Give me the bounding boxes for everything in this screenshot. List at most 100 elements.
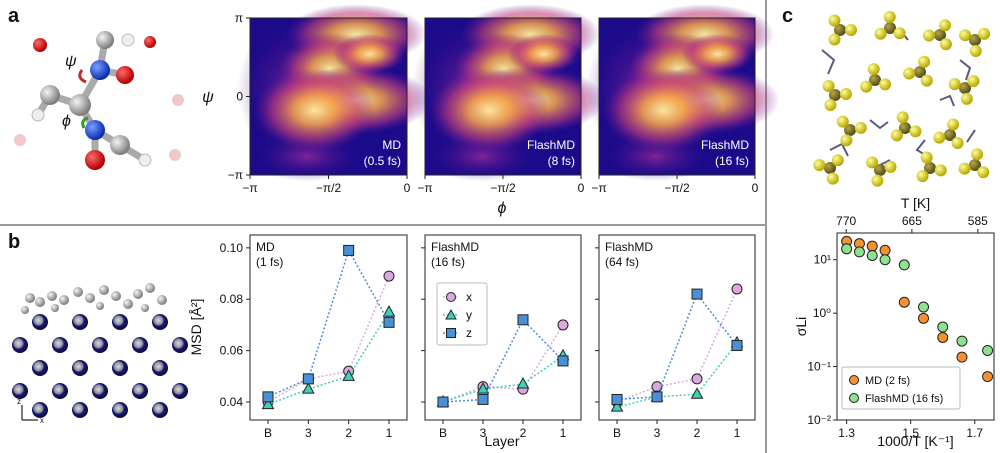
x-tick-label: 0	[752, 181, 759, 195]
y-tick-label: −π	[228, 168, 243, 182]
s-atom	[836, 115, 849, 128]
s-atom	[828, 14, 841, 27]
density-peak	[254, 68, 375, 153]
s-atom	[920, 151, 933, 164]
s-atom	[951, 136, 964, 149]
point-z	[557, 355, 569, 367]
series-line-y	[616, 342, 738, 408]
s-atom	[874, 27, 887, 40]
x-tick-label: −π	[242, 181, 257, 195]
x-tick-label: 3	[480, 426, 487, 440]
x-tick-label: 1.3	[838, 426, 855, 440]
point-z	[343, 244, 355, 256]
s-atom	[939, 19, 952, 32]
point-y	[690, 387, 704, 399]
heatmap-subplot-2: FlashMD (8 fs) −π −π/2 0	[411, 4, 606, 195]
point-z	[477, 393, 489, 405]
point-series-2	[841, 243, 853, 255]
y-tick-label: 0.06	[220, 344, 244, 358]
top-x-tick-label: 585	[968, 214, 988, 228]
s-atom	[920, 74, 933, 87]
x-tick-label: 1	[734, 426, 741, 440]
s-atom	[813, 159, 826, 172]
svg-text:z: z	[17, 397, 21, 406]
p-atom	[924, 162, 936, 174]
point-series-2	[956, 335, 968, 347]
point-y	[382, 305, 396, 317]
s-atom	[967, 75, 980, 88]
s-atom	[958, 162, 971, 175]
subplot-label-line1: FlashMD	[605, 240, 653, 254]
subplot-label-line1: MD	[256, 240, 275, 254]
legend-marker-1	[849, 375, 859, 385]
p-atom	[944, 129, 956, 141]
legend-box	[841, 366, 961, 410]
series-line-y	[267, 311, 390, 406]
x-tick-label: B	[264, 426, 272, 440]
x-tick-label: −π	[591, 181, 606, 195]
s-atom	[883, 11, 896, 24]
point-y	[516, 376, 530, 389]
point-series-2	[879, 254, 891, 266]
s-atom	[871, 174, 884, 187]
thiophosphate-unit	[916, 151, 947, 183]
y-tick-label: 0.10	[220, 241, 244, 255]
s-atom	[909, 125, 922, 138]
s-atom	[923, 29, 936, 42]
s-atom	[969, 44, 982, 57]
point-series-1	[866, 240, 878, 252]
point-z	[731, 339, 743, 351]
x-tick-label: 3	[654, 426, 661, 440]
point-z	[437, 396, 449, 408]
x-tick-label: 1	[386, 426, 393, 440]
thiophosphate-unit	[959, 27, 991, 57]
heatmap-subplot-1: MD (0.5 fs) −π −π/2 0 π 0 −π	[228, 4, 432, 195]
subplot-label-line1: MD	[382, 138, 401, 152]
subplot-label-line2: (64 fs)	[605, 255, 639, 269]
s-atom	[860, 80, 873, 93]
s-atom	[918, 55, 931, 68]
legend-marker-y	[445, 308, 457, 320]
thiophosphate-unit	[958, 148, 990, 179]
s-atom	[831, 154, 844, 167]
thiophosphate-unit	[923, 19, 952, 51]
point-x	[383, 270, 395, 282]
point-series-1	[956, 351, 968, 363]
y-tick-label: 0.08	[220, 292, 244, 306]
thiophosphate-unit	[890, 111, 922, 142]
point-series-1	[918, 312, 930, 324]
s-atom	[916, 170, 929, 183]
series-line-x	[616, 288, 738, 403]
p-atom	[874, 164, 886, 176]
s-atom	[890, 129, 903, 142]
x-axis-title: 1000/T [K⁻¹]	[877, 433, 953, 449]
molecule-illustration-alanine: ψ ϕ	[14, 31, 184, 170]
x-tick-label: B	[439, 426, 447, 440]
x-tick-label: 1.5	[902, 426, 919, 440]
legend: xyz	[436, 282, 488, 346]
s-atom	[867, 63, 880, 76]
p-atom	[899, 122, 911, 134]
s-atom	[960, 92, 973, 105]
panel-letter-c: c	[782, 5, 793, 27]
legend-marker-x	[446, 292, 456, 302]
thiophosphate-unit	[866, 156, 897, 187]
y-tick-label: 0.04	[220, 395, 244, 409]
y-axis-title: MSD [Å²]	[188, 299, 204, 356]
s-atom	[948, 78, 961, 91]
legend-label-y: y	[466, 308, 472, 322]
series-line-z	[442, 318, 564, 403]
x-tick-label: 0	[404, 181, 411, 195]
y-tick-label: 10⁻²	[807, 413, 831, 427]
s-atom	[977, 166, 990, 179]
x-tick-label: −π/2	[490, 181, 516, 195]
point-x	[691, 373, 703, 385]
x-axis-title: ϕ	[498, 200, 507, 217]
y-tick-label: π	[235, 11, 243, 25]
s-atom	[828, 33, 841, 46]
subplot-label-line2: (8 fs)	[548, 154, 575, 168]
p-atom	[959, 82, 971, 94]
thiophosphate-unit	[822, 80, 852, 112]
p-atom	[829, 89, 841, 101]
s-atom	[826, 172, 839, 185]
